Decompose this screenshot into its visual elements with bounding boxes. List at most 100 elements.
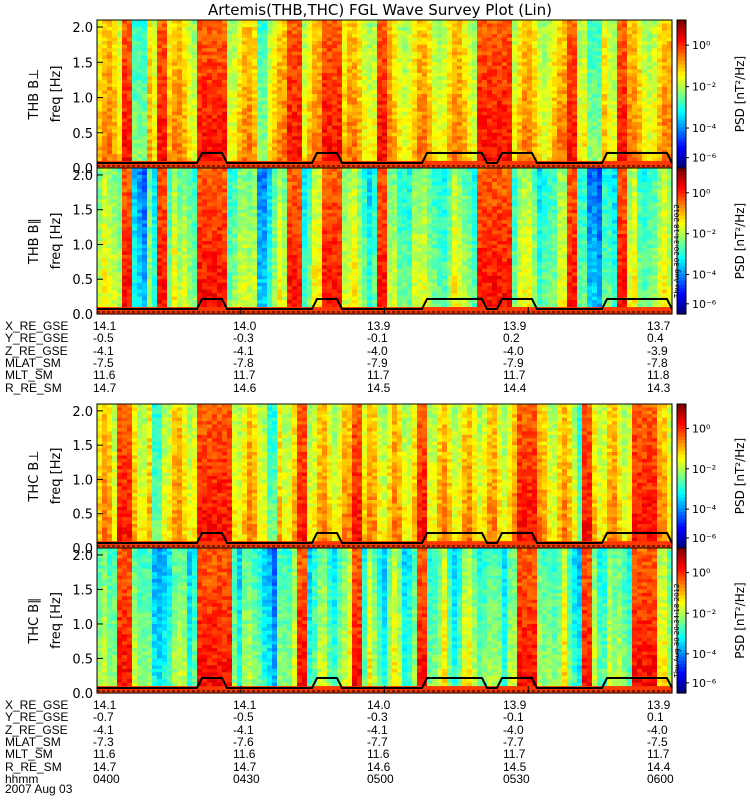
colorbar-tick-label: 10⁻² bbox=[692, 228, 716, 241]
colorbar-label-3: PSD [nT²/Hz] bbox=[733, 438, 747, 514]
ytick-label: 2.0 bbox=[72, 169, 93, 184]
colorbar-tick-label: 10⁰ bbox=[692, 187, 711, 200]
ephemeris-value: -4.1 bbox=[93, 345, 114, 357]
ephemeris-value: 14.1 bbox=[93, 699, 116, 711]
ephemeris-row-z_re_gse: Z_RE_GSE -4.1 -4.1 -4.0 -4.0 -3.9 bbox=[5, 345, 745, 357]
ephemeris-value: -4.1 bbox=[233, 724, 254, 736]
ephemeris-name: MLAT_SM bbox=[5, 357, 61, 369]
ephemeris-value: -4.0 bbox=[503, 345, 524, 357]
ytick-label: 1.0 bbox=[72, 473, 93, 488]
ephemeris-name: Y_RE_GSE bbox=[5, 711, 68, 723]
panel-ylabel-4: THC B∥ bbox=[27, 597, 42, 644]
ephemeris-value: 14.1 bbox=[93, 320, 116, 332]
ephemeris-value: 11.8 bbox=[647, 369, 669, 381]
colorbar-tick-label: 10⁻² bbox=[692, 81, 716, 94]
colorbar-3 bbox=[677, 404, 689, 549]
ephemeris-value: -4.1 bbox=[367, 724, 388, 736]
ytick-label: 0.5 bbox=[72, 127, 93, 142]
spectrogram-heatmap-1 bbox=[97, 20, 673, 169]
ephemeris-value: 14.7 bbox=[93, 761, 116, 773]
ephemeris-value: -4.0 bbox=[367, 345, 388, 357]
ephemeris-value: -3.9 bbox=[647, 345, 668, 357]
ephemeris-value: -0.1 bbox=[503, 711, 524, 723]
ephemeris-value: 14.7 bbox=[93, 382, 116, 394]
ephemeris-row-mlat_sm: MLAT_SM-7.5-7.8-7.9-7.9-7.8 bbox=[5, 357, 745, 369]
colorbar-tick-label: 10⁰ bbox=[692, 422, 711, 435]
ephemeris-value: 14.3 bbox=[647, 382, 670, 394]
ephemeris-value: 14.4 bbox=[503, 382, 526, 394]
ephemeris-value: -0.3 bbox=[367, 711, 388, 723]
ytick-label: 1.5 bbox=[72, 204, 93, 219]
ephemeris-value: -0.5 bbox=[233, 711, 254, 723]
ephemeris-value: 11.7 bbox=[647, 748, 669, 760]
ephemeris-name: X_RE_GSE bbox=[5, 320, 68, 332]
ephemeris-value: 11.6 bbox=[367, 748, 389, 760]
panel-ylabel-1: THB B⊥ bbox=[27, 68, 42, 120]
ephemeris-value: 13.9 bbox=[503, 699, 526, 711]
ephemeris-value: 11.6 bbox=[93, 369, 115, 381]
ephemeris-value: 13.7 bbox=[647, 320, 670, 332]
ephemeris-value: 0400 bbox=[93, 773, 120, 785]
ephemeris-name: Z_RE_GSE bbox=[5, 724, 68, 736]
ephemeris-value: -0.5 bbox=[93, 332, 114, 344]
ephemeris-value: 13.9 bbox=[647, 699, 670, 711]
ephemeris-value: -7.7 bbox=[503, 736, 524, 748]
spectrogram-heatmap-2 bbox=[97, 168, 673, 315]
colorbar-tick-label: 10⁻⁴ bbox=[692, 269, 717, 282]
colorbar-tick-label: 10⁰ bbox=[692, 567, 711, 580]
ephemeris-name: Z_RE_GSE bbox=[5, 345, 68, 357]
ephemeris-value: 14.6 bbox=[233, 382, 256, 394]
ephemeris-value: 14.4 bbox=[647, 761, 670, 773]
ephemeris-name: R_RE_SM bbox=[5, 382, 62, 394]
colorbar-tick-label: 10⁻⁶ bbox=[692, 152, 717, 165]
panel-ylabel-2: THB B∥ bbox=[27, 218, 42, 265]
ephemeris-value: 0600 bbox=[647, 773, 674, 785]
colorbar-label-2: PSD [nT²/Hz] bbox=[733, 203, 747, 279]
colorbar-tick-label: 10⁻⁶ bbox=[692, 298, 717, 311]
ephemeris-name: MLT_SM bbox=[5, 748, 53, 760]
ephemeris-value: -7.9 bbox=[367, 357, 388, 369]
colorbar-tick-label: 10⁻⁶ bbox=[692, 677, 717, 690]
ytick-label: 0.5 bbox=[72, 508, 93, 523]
ytick-label: 0.5 bbox=[72, 652, 93, 667]
ephemeris-value: -4.1 bbox=[233, 345, 254, 357]
ephemeris-name: MLAT_SM bbox=[5, 736, 61, 748]
ephemeris-value: -0.7 bbox=[93, 711, 114, 723]
ephemeris-value: -0.1 bbox=[367, 332, 388, 344]
ephemeris-row-mlat_sm: MLAT_SM-7.3-7.6-7.7-7.7-7.5 bbox=[5, 736, 745, 748]
spectrogram-heatmap-3 bbox=[97, 404, 673, 549]
ytick-label: 1.5 bbox=[72, 583, 93, 598]
ephemeris-value: 11.7 bbox=[503, 369, 525, 381]
colorbar-tick-label: 10⁰ bbox=[692, 39, 711, 52]
ephemeris-row-r_re_sm: R_RE_SM 14.7 14.6 14.5 14.4 14.3 bbox=[5, 382, 745, 394]
ephemeris-value: 0.1 bbox=[647, 711, 664, 723]
ephemeris-value: -7.8 bbox=[233, 357, 254, 369]
ephemeris-name: X_RE_GSE bbox=[5, 699, 68, 711]
panel-yunit-1: freq [Hz] bbox=[49, 66, 64, 123]
ephemeris-value: 11.7 bbox=[233, 369, 255, 381]
ephemeris-name: R_RE_SM bbox=[5, 761, 62, 773]
ephemeris-value: -7.5 bbox=[647, 736, 668, 748]
figure-title: Artemis(THB,THC) FGL Wave Survey Plot (L… bbox=[208, 1, 552, 19]
panel-yunit-2: freq [Hz] bbox=[49, 213, 64, 270]
ephemeris-value: -4.0 bbox=[503, 724, 524, 736]
ytick-label: 1.5 bbox=[72, 56, 93, 71]
ephemeris-value: -7.3 bbox=[93, 736, 114, 748]
ephemeris-value: -7.6 bbox=[233, 736, 254, 748]
ephemeris-value: 0.2 bbox=[503, 332, 520, 344]
ephemeris-value: 11.7 bbox=[503, 748, 525, 760]
ephemeris-value: 0500 bbox=[367, 773, 394, 785]
ephemeris-value: 13.9 bbox=[367, 320, 390, 332]
ephemeris-value: -4.1 bbox=[93, 724, 114, 736]
ephemeris-name: MLT_SM bbox=[5, 369, 53, 381]
ephemeris-value: 14.5 bbox=[367, 382, 390, 394]
print-stamp: Thu Aug 30 20:34:18 2012 bbox=[673, 204, 681, 299]
